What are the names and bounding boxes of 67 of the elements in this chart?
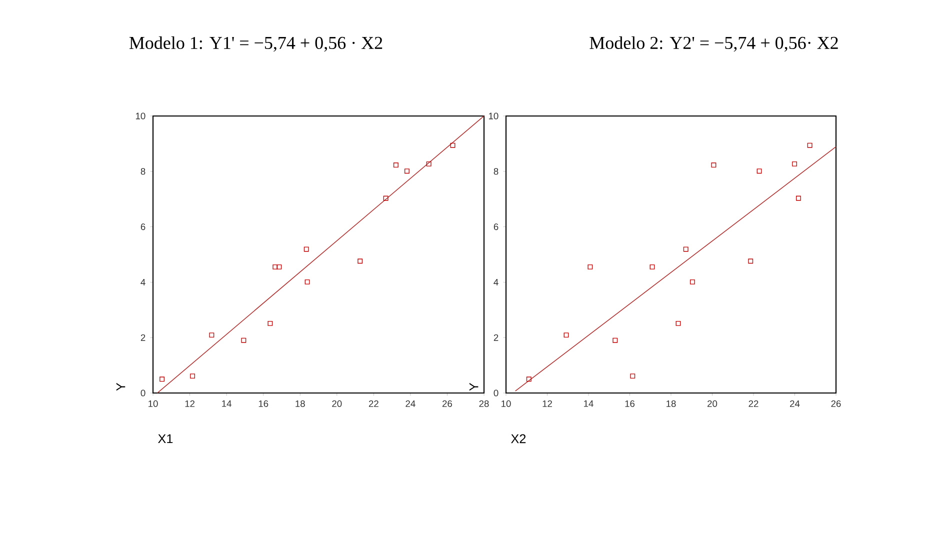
x-tick-label: 18 bbox=[296, 400, 305, 407]
x-tick-label: 12 bbox=[542, 400, 552, 407]
point bbox=[383, 196, 388, 201]
y-tick-label: 8 bbox=[140, 168, 146, 175]
y-axis-title: Y bbox=[469, 382, 478, 391]
point bbox=[711, 162, 716, 168]
x-tick-label: 28 bbox=[479, 400, 489, 407]
point bbox=[650, 264, 655, 270]
x-tick-label: 22 bbox=[748, 400, 758, 407]
x-tick-label: 14 bbox=[222, 400, 232, 407]
x-tick-label: 24 bbox=[790, 400, 800, 407]
point bbox=[612, 338, 618, 343]
point bbox=[564, 332, 569, 338]
x-tick-label: 26 bbox=[442, 400, 452, 407]
point bbox=[209, 332, 214, 338]
y-tick-label: 6 bbox=[140, 223, 146, 230]
point bbox=[690, 279, 695, 284]
point bbox=[268, 320, 273, 326]
x-tick-label: 24 bbox=[406, 400, 416, 407]
y-tick-label: 10 bbox=[488, 112, 498, 120]
point bbox=[304, 246, 309, 252]
x-tick-label: 22 bbox=[368, 400, 378, 407]
point bbox=[588, 264, 593, 270]
point bbox=[450, 142, 456, 148]
point bbox=[272, 264, 278, 270]
point bbox=[426, 161, 432, 166]
x-axis-title: X1 bbox=[158, 434, 173, 444]
y-tick-label: 6 bbox=[494, 223, 498, 230]
point bbox=[190, 374, 196, 379]
y-tick-label: 10 bbox=[136, 112, 146, 120]
x-tick-label: 12 bbox=[185, 400, 195, 407]
x-tick-label: 16 bbox=[258, 400, 268, 407]
point bbox=[241, 338, 246, 343]
point bbox=[358, 258, 363, 264]
point bbox=[526, 376, 532, 382]
y-tick-label: 4 bbox=[140, 278, 146, 286]
y-axis-title: Y bbox=[116, 382, 126, 391]
point bbox=[796, 196, 801, 201]
y-tick-label: 2 bbox=[494, 334, 498, 341]
y-tick-label: 8 bbox=[494, 168, 498, 175]
chart-title: Modelo 2: Y2' = −5,74 + 0,56· X2 bbox=[590, 36, 838, 52]
x-tick-label: 26 bbox=[831, 400, 841, 407]
y-tick-label: 4 bbox=[494, 278, 498, 286]
x-tick-label: 10 bbox=[502, 400, 511, 407]
point bbox=[807, 142, 812, 148]
point bbox=[756, 168, 762, 174]
point bbox=[160, 376, 164, 382]
x-tick-label: 10 bbox=[148, 400, 158, 407]
point bbox=[683, 246, 688, 252]
point bbox=[676, 320, 681, 326]
x-tick-label: 18 bbox=[666, 400, 676, 407]
x-tick-label: 16 bbox=[625, 400, 635, 407]
point bbox=[630, 374, 636, 379]
point bbox=[393, 162, 398, 168]
point bbox=[276, 264, 282, 270]
point bbox=[404, 168, 410, 174]
y-tick-label: 0 bbox=[494, 390, 498, 396]
y-tick-label: 2 bbox=[140, 334, 146, 341]
x-tick-label: 20 bbox=[708, 400, 718, 407]
y-tick-label: 0 bbox=[140, 390, 146, 396]
x-tick-label: 20 bbox=[332, 400, 342, 407]
x-tick-label: 14 bbox=[584, 400, 594, 407]
point bbox=[748, 258, 754, 264]
x-axis-title: X2 bbox=[511, 434, 526, 444]
point bbox=[792, 161, 798, 166]
point bbox=[304, 279, 310, 284]
chart-title: Modelo 1: Y1' = −5,74 + 0,56 · X2 bbox=[129, 36, 382, 52]
